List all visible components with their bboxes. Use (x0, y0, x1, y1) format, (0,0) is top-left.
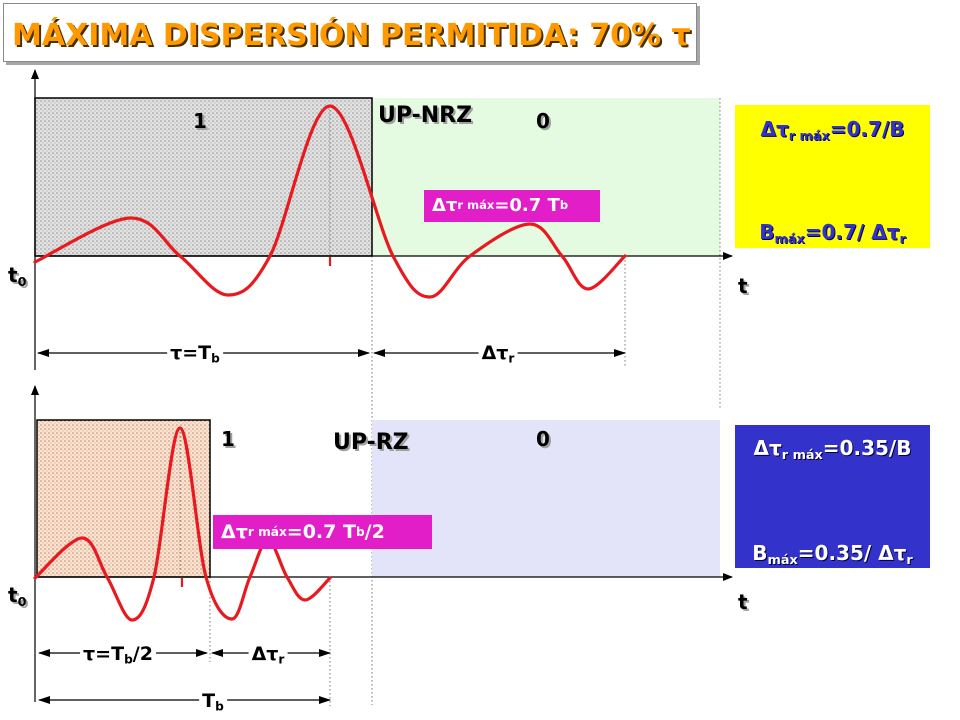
rz-formula-dispersion-value: =0.35/B (822, 436, 912, 460)
rz-zero-bit-area (372, 420, 720, 577)
rz-max-dispersion-value-sub: b (355, 524, 365, 539)
nrz-time-axis-label: t (738, 274, 748, 298)
rz-dispersion-sub: r (278, 652, 285, 667)
rz-formula-bitrate-base: B (752, 541, 768, 565)
nrz-pulse-width-sub: b (211, 351, 220, 366)
rz-origin-sub: 0 (17, 594, 27, 610)
rz-formula-bitrate: Bmáx=0.35/ Δτr (735, 543, 930, 568)
title-box: MÁXIMA DISPERSIÓN PERMITIDA: 70% τ (3, 3, 697, 62)
rz-max-dispersion-sub: r máx (247, 524, 287, 539)
rz-dispersion-label: Δτr (248, 643, 288, 667)
nrz-origin-label: t0 (8, 265, 26, 290)
rz-one-bit-area (36, 419, 211, 578)
nrz-zero-bit-area (372, 98, 720, 256)
rz-formula-box: Δτr máx=0.35/B Bmáx=0.35/ Δτr (735, 425, 930, 568)
rz-origin-label: t0 (8, 585, 26, 610)
rz-formula-bitrate-sub: máx (767, 552, 798, 568)
nrz-origin-base: t (8, 263, 18, 287)
rz-received-pulse (33, 426, 332, 622)
nrz-formula-dispersion-sub: r máx (788, 128, 830, 144)
rz-pulse-width-sub: b (124, 652, 133, 667)
nrz-received-pulse (33, 104, 627, 299)
rz-bit-period-sub: b (215, 699, 224, 714)
nrz-pulse-width-base: τ=T (170, 342, 212, 364)
rz-bit-period-base: T (202, 690, 216, 712)
nrz-bit-zero-label: 0 (536, 109, 550, 133)
rz-formula-dispersion-sub: r máx (781, 447, 823, 463)
rz-max-dispersion-tail: /2 (364, 520, 385, 543)
nrz-origin-sub: 0 (17, 274, 27, 290)
nrz-pulse-width-label: τ=Tb (167, 344, 223, 365)
rz-formula-bitrate-value: =0.35/ Δτ (797, 541, 907, 565)
rz-pulse-width-label: τ=Tb/2 (80, 645, 156, 666)
rz-pulse-width-tail: /2 (132, 643, 153, 665)
nrz-formula-bitrate-base: B (759, 220, 775, 244)
nrz-formula-bitrate-value-sub: r (899, 231, 906, 247)
nrz-code-label: UP-NRZ (378, 103, 473, 128)
nrz-formula-bitrate-value: =0.7/ Δτ (804, 220, 900, 244)
rz-dispersion-base: Δτ (251, 643, 279, 665)
rz-formula-dispersion: Δτr máx=0.35/B (735, 438, 930, 463)
nrz-formula-box: Δτr máx=0.7/B Bmáx=0.7/ Δτr (735, 105, 930, 248)
rz-bit-one-label: 1 (221, 427, 235, 451)
nrz-formula-bitrate: Bmáx=0.7/ Δτr (735, 222, 930, 247)
rz-max-dispersion-value: =0.7 T (286, 520, 356, 543)
rz-bit-zero-label: 0 (536, 427, 550, 451)
nrz-max-dispersion-value-sub: b (559, 198, 569, 213)
nrz-formula-dispersion: Δτr máx=0.7/B (735, 119, 930, 144)
rz-bit-period-label: Tb (199, 692, 227, 713)
nrz-formula-dispersion-base: Δτ (760, 117, 789, 141)
rz-pulse-width-base: τ=T (83, 643, 125, 665)
rz-code-label: UP-RZ (333, 430, 409, 455)
nrz-formula-bitrate-sub: máx (774, 231, 805, 247)
nrz-dispersion-base: Δτ (481, 342, 509, 364)
rz-max-dispersion-base: Δτ (221, 520, 248, 543)
rz-formula-bitrate-value-sub: r (906, 552, 913, 568)
rz-origin-base: t (8, 583, 18, 607)
rz-formula-dispersion-base: Δτ (753, 436, 782, 460)
nrz-max-dispersion-value: =0.7 T (494, 195, 560, 216)
nrz-dispersion-sub: r (508, 351, 515, 366)
nrz-bit-one-label: 1 (193, 109, 207, 133)
nrz-max-dispersion-sub: r máx (457, 198, 495, 213)
nrz-max-dispersion-base: Δτ (432, 195, 458, 216)
slide-title: MÁXIMA DISPERSIÓN PERMITIDA: 70% τ (12, 18, 691, 53)
nrz-dispersion-label: Δτr (478, 342, 518, 366)
rz-time-axis-label: t (738, 590, 748, 614)
nrz-formula-dispersion-value: =0.7/B (829, 117, 905, 141)
